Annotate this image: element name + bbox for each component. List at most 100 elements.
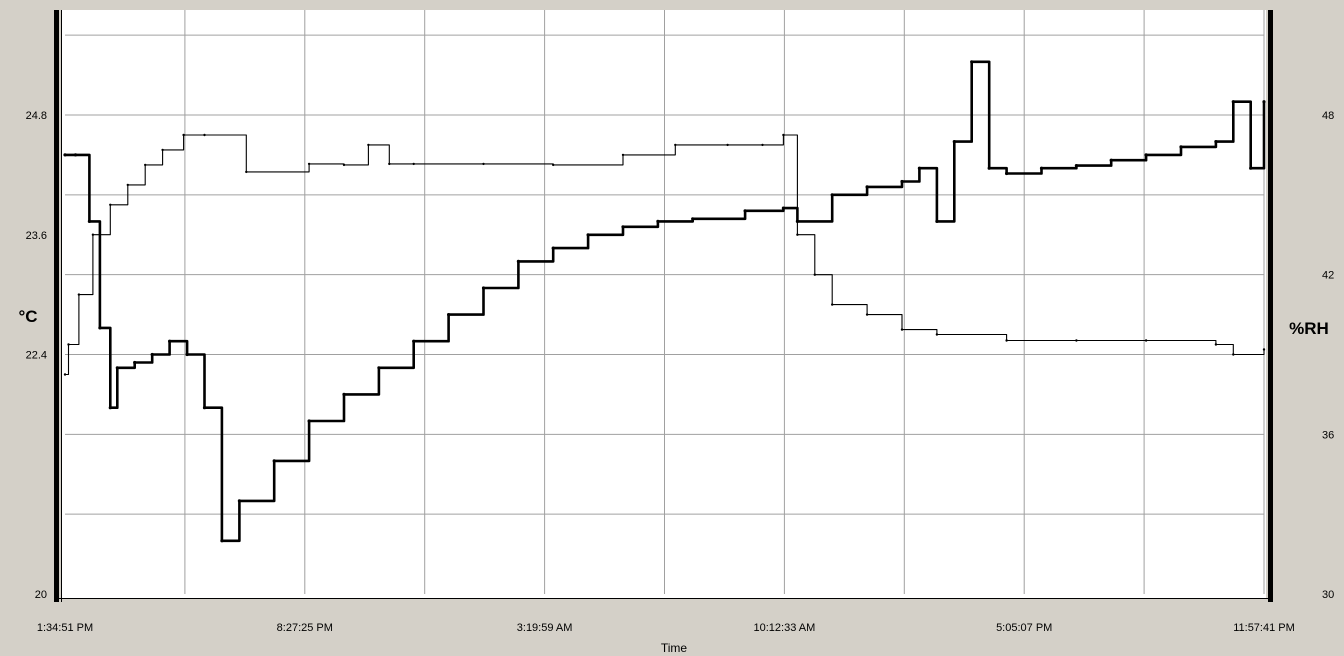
y-right-tick-label: 30 xyxy=(1322,589,1334,601)
series-point xyxy=(761,144,763,146)
series-point xyxy=(342,393,345,396)
series-point xyxy=(726,144,728,146)
series-point xyxy=(918,167,921,170)
series-point xyxy=(744,209,747,212)
series-point xyxy=(98,326,101,329)
x-tick-label: 11:57:41 PM xyxy=(1233,622,1295,634)
series-point xyxy=(552,164,554,166)
series-point xyxy=(1215,343,1217,345)
series-point xyxy=(78,293,80,295)
series-point xyxy=(656,220,659,223)
series-point xyxy=(831,303,833,305)
y-right-tick-label: 42 xyxy=(1322,270,1334,282)
y-right-tick-label: 48 xyxy=(1322,110,1334,122)
series-point xyxy=(186,353,189,356)
series-point xyxy=(447,313,450,316)
x-ticks: 1:34:51 PM 8:27:25 PM 3:19:59 AM 10:12:33 A… xyxy=(37,622,1295,634)
y-right-ticks: 30 36 42 48 xyxy=(1322,110,1334,601)
series-point xyxy=(970,60,973,63)
y-left-tick-label: 24.8 xyxy=(26,110,47,122)
series-point xyxy=(1075,339,1077,341)
bottom-frame-line xyxy=(54,598,1273,599)
series-point xyxy=(133,361,136,364)
y-left-tick-label: 20 xyxy=(35,589,47,601)
series-point xyxy=(674,144,676,146)
series-point xyxy=(377,366,380,369)
series-point xyxy=(144,164,146,166)
series-point xyxy=(109,204,111,206)
series-point xyxy=(517,260,520,263)
series-point xyxy=(587,233,590,236)
series-point xyxy=(64,373,66,375)
y-right-unit-label: %RH xyxy=(1289,319,1329,338)
series-point xyxy=(936,333,938,335)
series-point xyxy=(1110,159,1113,162)
series-point xyxy=(866,185,869,188)
x-tick-label: 1:34:51 PM xyxy=(37,622,93,634)
series-point xyxy=(1263,348,1265,350)
series-point xyxy=(866,313,868,315)
series-point xyxy=(1005,339,1007,341)
series-point xyxy=(621,225,624,228)
series-point xyxy=(109,406,112,409)
series-point xyxy=(482,286,485,289)
series-point xyxy=(88,220,91,223)
series-point xyxy=(782,134,784,136)
series-point xyxy=(935,220,938,223)
series-point xyxy=(901,328,903,330)
series-point xyxy=(67,343,69,345)
series-point xyxy=(482,163,484,165)
series-point xyxy=(796,220,799,223)
series-point xyxy=(161,149,163,151)
left-axis-bar xyxy=(54,10,59,602)
series-point xyxy=(203,134,205,136)
series-point xyxy=(273,459,276,462)
series-point xyxy=(412,340,415,343)
x-axis-title: Time xyxy=(661,641,688,655)
x-tick-label: 5:05:07 PM xyxy=(996,622,1052,634)
series-point xyxy=(116,366,119,369)
x-tick-label: 10:12:33 AM xyxy=(754,622,816,634)
series-point xyxy=(74,153,77,156)
series-point xyxy=(1145,153,1148,156)
series-point xyxy=(691,217,694,220)
y-left-unit-label: °C xyxy=(18,307,37,326)
series-point xyxy=(63,153,66,156)
series-point xyxy=(308,419,311,422)
series-point xyxy=(1005,172,1008,175)
series-point xyxy=(245,171,247,173)
series-point xyxy=(388,163,390,165)
right-axis-bar xyxy=(1268,10,1273,602)
x-tick-label: 8:27:25 PM xyxy=(277,622,333,634)
series-point xyxy=(1232,100,1235,103)
series-point xyxy=(988,167,991,170)
series-point xyxy=(308,163,310,165)
series-point xyxy=(831,193,834,196)
series-point xyxy=(367,144,369,146)
series-point xyxy=(814,274,816,276)
series-point xyxy=(127,184,129,186)
series-point xyxy=(796,234,798,236)
series-point xyxy=(182,134,184,136)
series-point xyxy=(168,340,171,343)
series-point xyxy=(900,180,903,183)
series-point xyxy=(622,154,624,156)
series-point xyxy=(552,247,555,250)
series-point xyxy=(151,353,154,356)
series-point xyxy=(220,539,223,542)
series-point xyxy=(953,140,956,143)
series-point xyxy=(92,234,94,236)
y-left-tick-label: 22.4 xyxy=(26,350,47,362)
x-tick-label: 3:19:59 AM xyxy=(517,622,573,634)
series-point xyxy=(1262,100,1265,103)
series-point xyxy=(1040,167,1043,170)
series-point xyxy=(413,163,415,165)
series-point xyxy=(203,406,206,409)
series-point xyxy=(1179,145,1182,148)
series-point xyxy=(238,499,241,502)
series-point xyxy=(1214,140,1217,143)
series-point xyxy=(1145,339,1147,341)
y-left-tick-label: 23.6 xyxy=(26,230,47,242)
